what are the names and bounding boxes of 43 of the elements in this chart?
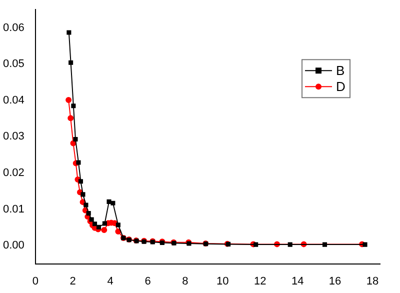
- point: [322, 242, 328, 247]
- point: [254, 242, 258, 247]
- point: [66, 97, 72, 104]
- point: [78, 179, 83, 184]
- point: [101, 227, 108, 234]
- point: [288, 242, 292, 247]
- point: [68, 115, 74, 122]
- x-tick-label: 2: [70, 275, 76, 288]
- point: [76, 160, 81, 165]
- y-tick-label: 0.06: [2, 22, 24, 34]
- point: [96, 224, 101, 230]
- x-tick-label: 4: [107, 275, 114, 288]
- point: [73, 136, 78, 142]
- x-tick-label: 0: [32, 275, 38, 288]
- point: [89, 217, 94, 222]
- x-tick-label: 12: [254, 275, 266, 288]
- point: [110, 200, 116, 206]
- y-tick-label: 0.01: [2, 203, 24, 216]
- legend-label: D: [336, 79, 346, 94]
- point: [102, 221, 107, 226]
- point: [80, 192, 86, 197]
- x-tick-label: 16: [328, 275, 342, 288]
- y-tick-label: 0.05: [2, 58, 24, 70]
- x-tick-label: 6: [144, 275, 151, 288]
- x-tick-label: 10: [216, 275, 229, 288]
- point: [92, 222, 98, 226]
- point: [84, 202, 88, 208]
- x-tick-label: 18: [366, 275, 379, 288]
- x-tick-label: 14: [291, 275, 304, 288]
- x-tick-label: 8: [182, 275, 188, 288]
- point: [86, 211, 91, 216]
- y-tick-label: 0.04: [2, 94, 24, 106]
- y-tick-label: 0.02: [2, 167, 24, 180]
- point: [71, 104, 76, 108]
- point: [115, 228, 122, 234]
- point: [106, 199, 112, 204]
- point: [68, 60, 74, 65]
- legend-label: B: [336, 63, 345, 78]
- point: [116, 222, 120, 228]
- y-tick-label: 0.00: [2, 240, 24, 252]
- point: [66, 30, 72, 35]
- point: [362, 242, 368, 247]
- y-tick-label: 0.03: [2, 130, 24, 143]
